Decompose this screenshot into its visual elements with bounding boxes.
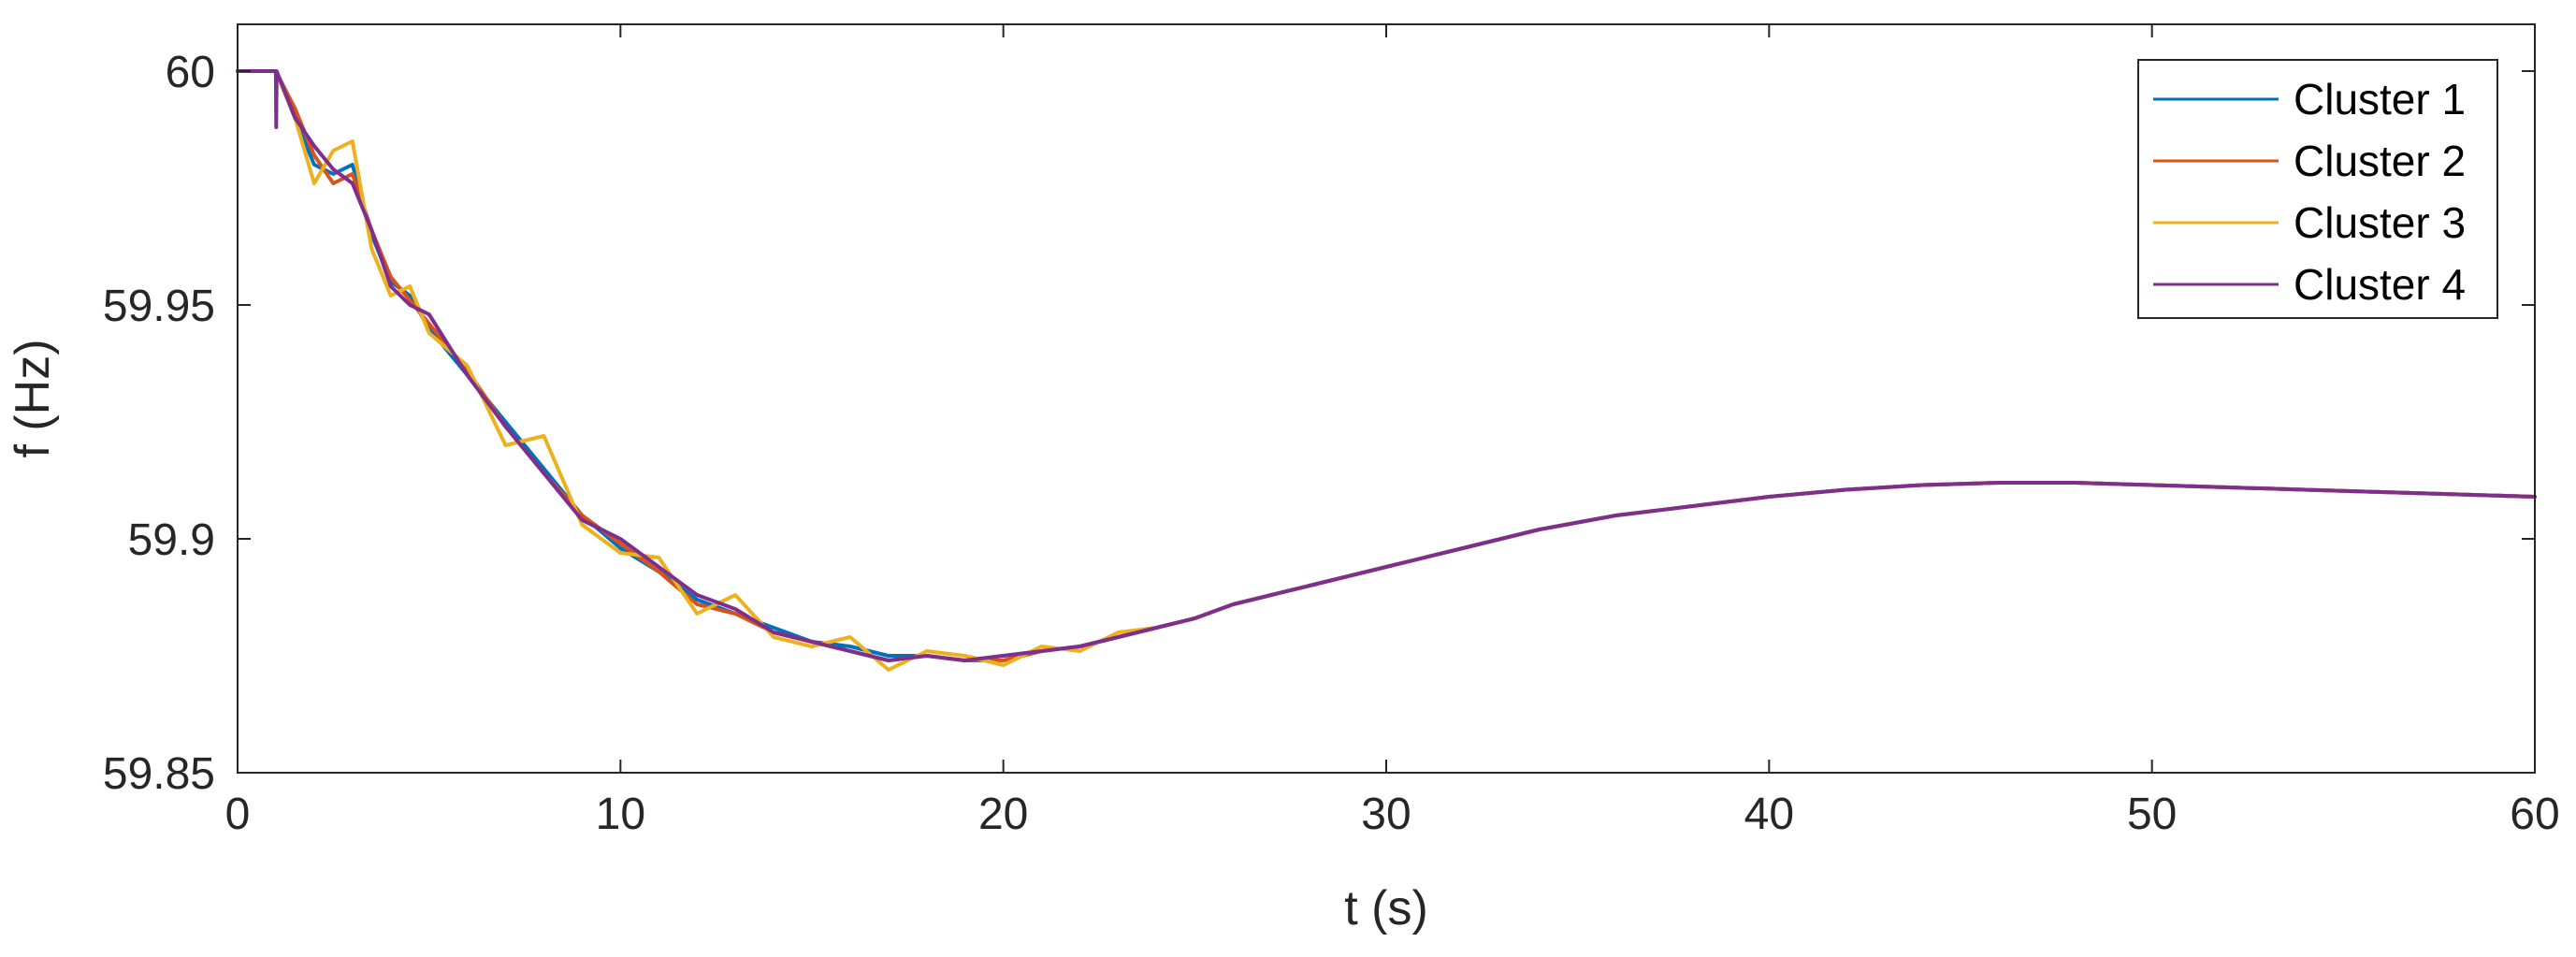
x-axis-ticks: 0 10 20 30 40 50 60 [225, 24, 2560, 839]
y-axis-ticks: 59.85 59.9 59.95 60 [103, 48, 2535, 799]
y-tick-label: 59.85 [103, 749, 215, 799]
series-line-cluster-4 [236, 69, 2537, 662]
y-tick-label: 59.95 [103, 282, 215, 331]
x-tick-label: 0 [225, 790, 251, 839]
x-tick-label: 50 [2127, 790, 2177, 839]
x-tick-label: 30 [1361, 790, 1411, 839]
x-tick-label: 20 [978, 790, 1028, 839]
y-tick-label: 59.9 [128, 515, 215, 565]
x-tick-label: 40 [1744, 790, 1794, 839]
legend-label-cluster-2: Cluster 2 [2294, 137, 2466, 185]
y-axis-label: f (Hz) [6, 339, 60, 457]
series-group [236, 69, 2537, 672]
legend-label-cluster-1: Cluster 1 [2294, 75, 2466, 123]
y-tick-label: 60 [166, 48, 215, 97]
x-tick-label: 60 [2510, 790, 2559, 839]
x-tick-label: 10 [596, 790, 645, 839]
legend-label-cluster-3: Cluster 3 [2294, 198, 2466, 247]
x-axis-label: t (s) [1344, 881, 1428, 935]
legend-box [2137, 59, 2498, 319]
legend-label-cluster-4: Cluster 4 [2294, 260, 2466, 309]
legend: Cluster 1 Cluster 2 Cluster 3 Cluster 4 [2137, 59, 2498, 319]
